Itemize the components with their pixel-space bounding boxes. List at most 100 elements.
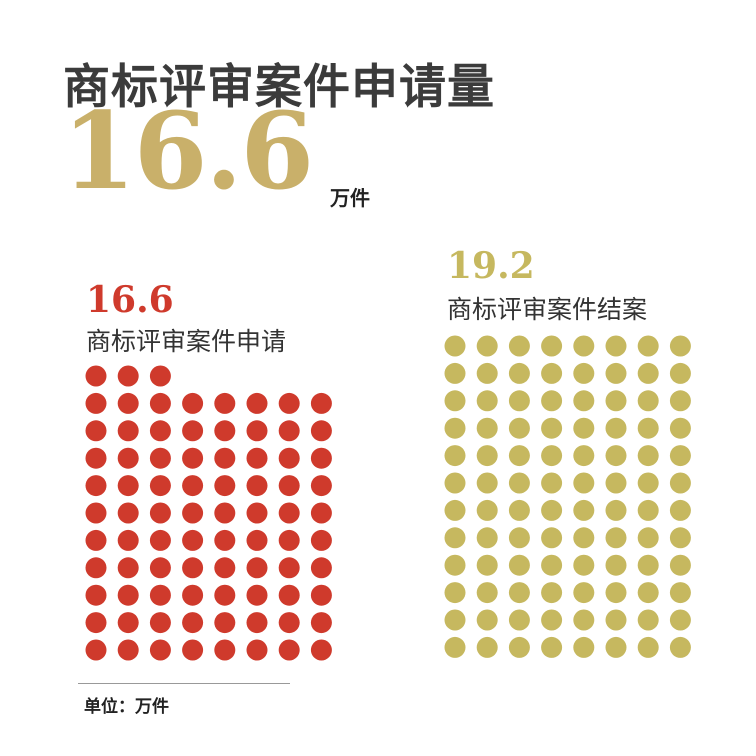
closed-dot [541,362,563,384]
application-dot [246,584,268,606]
closed-dot [605,362,627,384]
applications-label: 商标评审案件申请 [86,327,287,356]
application-dot [310,420,332,442]
application-dot [310,392,332,414]
closed-dot [669,445,691,467]
closed-dot [476,445,498,467]
application-dot [149,612,171,634]
closed-dot [476,472,498,494]
application-dot [278,502,300,524]
application-dot [278,475,300,497]
application-dot [278,612,300,634]
application-dot [246,420,268,442]
application-dot [117,475,139,497]
closed-dot [508,527,530,549]
closed-dot [508,335,530,357]
application-dot [117,392,139,414]
closed-dot [573,362,595,384]
application-dot [182,447,204,469]
application-dot [117,557,139,579]
closed-dot [508,582,530,604]
application-dot [85,639,107,661]
application-dot [85,502,107,524]
closed-dot [541,417,563,439]
closed-dot [637,390,659,412]
application-dot [85,612,107,634]
closed-dot [637,527,659,549]
closed-dot [637,499,659,521]
closed-dot [573,582,595,604]
application-dot [149,529,171,551]
closed-dot [444,417,466,439]
closed-dot [444,554,466,576]
closed-label: 商标评审案件结案 [447,295,648,324]
application-dot [149,475,171,497]
application-dot [310,447,332,469]
application-dot [85,529,107,551]
closed-dot [444,609,466,631]
closed-dot [508,499,530,521]
closed-dot [605,527,627,549]
application-dot [85,557,107,579]
application-dot [310,639,332,661]
closed-dot [541,527,563,549]
application-dot [149,420,171,442]
application-dot [246,475,268,497]
closed-dot [669,636,691,658]
applications-value: 16.6 [86,279,174,321]
closed-dot [444,636,466,658]
closed-dot [476,417,498,439]
application-dot [310,557,332,579]
closed-dot [541,472,563,494]
application-dot [149,502,171,524]
closed-dot [573,554,595,576]
closed-dot [605,335,627,357]
application-dot [182,420,204,442]
headline-unit: 万件 [330,186,370,210]
closed-dot [541,390,563,412]
closed-dot [669,582,691,604]
application-dot [278,557,300,579]
closed-dot [573,417,595,439]
closed-dot [508,472,530,494]
closed-dot [444,499,466,521]
application-dot [310,612,332,634]
closed-dot [444,527,466,549]
divider [78,683,290,684]
application-dot [214,584,236,606]
application-dot [117,529,139,551]
closed-dot [669,335,691,357]
closed-dot [444,445,466,467]
closed-dot [541,335,563,357]
closed-dot [669,554,691,576]
closed-dot [444,582,466,604]
closed-dot [476,554,498,576]
application-dot [246,612,268,634]
closed-dot [637,362,659,384]
application-dot [246,502,268,524]
closed-dot [637,554,659,576]
closed-dot [605,582,627,604]
closed-dot [476,527,498,549]
closed-dot [476,362,498,384]
closed-dot [541,582,563,604]
closed-dot [669,417,691,439]
closed-dot [637,582,659,604]
closed-dot [476,390,498,412]
closed-dot [476,609,498,631]
application-dot [182,502,204,524]
closed-dot [605,472,627,494]
closed-dot [605,417,627,439]
closed-dot [573,499,595,521]
application-dot [246,529,268,551]
closed-dot [637,417,659,439]
closed-dot [444,390,466,412]
closed-dot [573,335,595,357]
application-dot [182,612,204,634]
application-dot [278,420,300,442]
application-dot [214,475,236,497]
closed-dot [605,554,627,576]
application-dot [214,529,236,551]
application-dot [214,557,236,579]
application-dot [117,612,139,634]
